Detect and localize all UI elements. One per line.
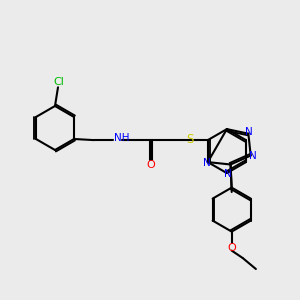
Text: S: S bbox=[186, 133, 194, 146]
Text: N: N bbox=[249, 151, 256, 160]
Text: N: N bbox=[224, 169, 232, 179]
Text: N: N bbox=[203, 158, 211, 168]
Text: Cl: Cl bbox=[54, 77, 64, 87]
Text: O: O bbox=[147, 160, 155, 170]
Text: N: N bbox=[244, 127, 252, 137]
Text: O: O bbox=[227, 243, 236, 253]
Text: NH: NH bbox=[114, 133, 129, 143]
